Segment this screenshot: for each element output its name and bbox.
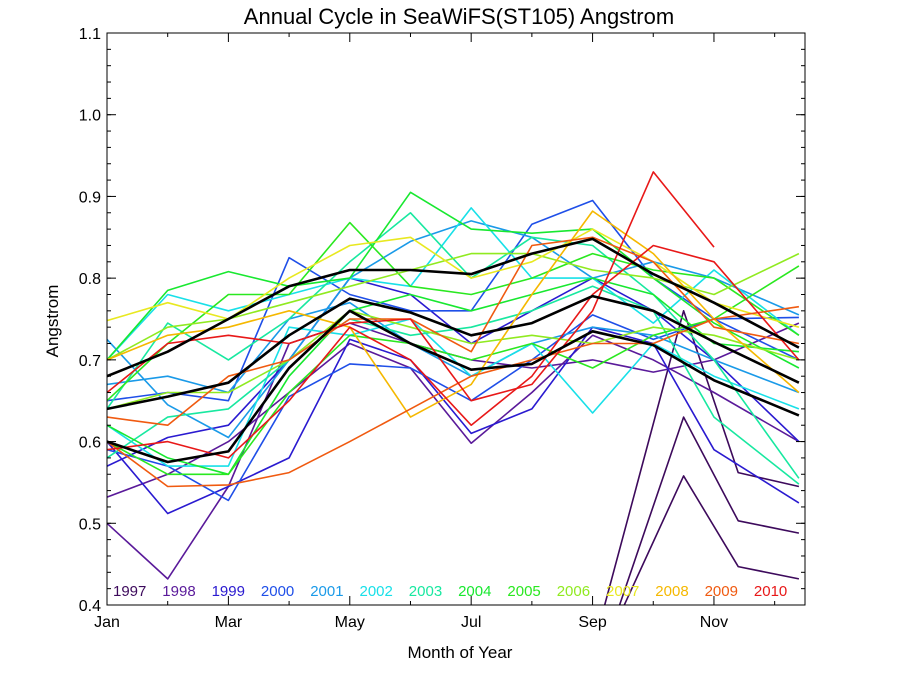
series-line-2010-25: [107, 171, 715, 402]
x-tick-label-4: Sep: [578, 614, 607, 631]
series-line-2008-22: [107, 210, 800, 418]
series-line-2004-15: [107, 191, 800, 369]
legend-label-2009: 2009: [705, 583, 738, 600]
series-line-1999-5: [107, 326, 800, 515]
series-layer: [107, 171, 800, 605]
legend-label-2006: 2006: [557, 583, 590, 600]
x-tick-label-2: May: [335, 614, 365, 631]
series-line-2006-19: [107, 252, 800, 361]
y-tick-label-5: 0.9: [79, 189, 101, 206]
y-tick-label-0: 0.4: [79, 598, 101, 615]
legend-label-1999: 1999: [212, 583, 245, 600]
series-line-2007-21: [107, 228, 800, 328]
legend-label-2002: 2002: [360, 583, 393, 600]
series-line-average-27: [107, 237, 800, 378]
y-tick-label-2: 0.6: [79, 435, 101, 452]
x-tick-label-3: Jul: [461, 614, 481, 631]
legend-label-2003: 2003: [409, 583, 442, 600]
series-line-average-29: [107, 309, 800, 464]
series-line-1997-0: [623, 475, 800, 605]
legend-label-2010: 2010: [754, 583, 787, 600]
axes: 0.4 0.5 0.6 0.7 0.8 0.9 1.0 1.1 Jan Mar May Jul Sep N…: [79, 26, 805, 631]
plot-frame: [106, 32, 806, 606]
legend: 1997 1998 1999 2000 2001 2002 2003 2004 2005 2006…: [113, 583, 787, 600]
legend-label-2008: 2008: [655, 583, 688, 600]
legend-label-1997: 1997: [113, 583, 146, 600]
y-axis-title: Angstrom: [43, 285, 62, 358]
legend-label-2007: 2007: [606, 583, 639, 600]
legend-label-1998: 1998: [162, 583, 195, 600]
series-line-2005-17: [107, 221, 800, 402]
series-line-2002-11: [107, 207, 800, 361]
series-line-2003-13: [107, 212, 800, 479]
legend-label-2000: 2000: [261, 583, 294, 600]
series-line-2004-16: [107, 277, 799, 476]
legend-label-2001: 2001: [310, 583, 343, 600]
legend-label-2005: 2005: [507, 583, 540, 600]
series-line-1999-6: [107, 277, 800, 467]
series-line-2005-18: [107, 265, 800, 476]
x-axis-title: Month of Year: [408, 643, 513, 662]
y-tick-label-1: 0.5: [79, 516, 101, 533]
series-line-2001-10: [107, 301, 800, 394]
series-line-2010-26: [107, 244, 800, 459]
x-tick-label-5: Nov: [700, 614, 728, 631]
y-tick-label-4: 0.8: [79, 271, 101, 288]
x-tick-label-1: Mar: [215, 614, 243, 631]
series-line-2002-12: [107, 318, 800, 467]
series-line-1998-4: [107, 334, 800, 498]
series-line-average-28: [107, 294, 800, 411]
legend-label-2004: 2004: [458, 583, 491, 600]
y-tick-label-7: 1.1: [79, 26, 101, 43]
y-tick-label-6: 1.0: [79, 108, 101, 125]
x-tick-label-0: Jan: [94, 614, 120, 631]
y-tick-label-3: 0.7: [79, 353, 101, 370]
series-line-2000-7: [107, 314, 799, 502]
series-line-1997-1: [618, 416, 800, 605]
chart-title: Annual Cycle in SeaWiFS(ST105) Angstrom: [244, 4, 674, 29]
